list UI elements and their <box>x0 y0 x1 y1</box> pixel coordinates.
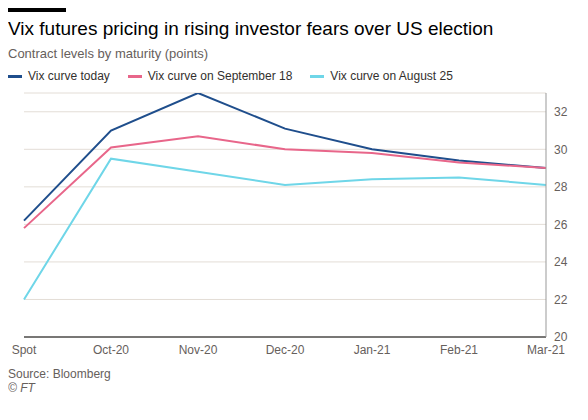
svg-text:26: 26 <box>554 218 568 232</box>
svg-text:30: 30 <box>554 143 568 157</box>
svg-text:20: 20 <box>554 330 568 344</box>
svg-text:Dec-20: Dec-20 <box>266 343 305 357</box>
svg-text:Oct-20: Oct-20 <box>93 343 129 357</box>
svg-text:32: 32 <box>554 105 568 119</box>
svg-text:Jan-21: Jan-21 <box>354 343 391 357</box>
svg-text:Nov-20: Nov-20 <box>179 343 218 357</box>
svg-text:24: 24 <box>554 255 568 269</box>
svg-text:Feb-21: Feb-21 <box>440 343 478 357</box>
html-text:Vix futures pricing in rising: Vix futures pricing in rising investor f… <box>8 18 494 39</box>
svg-text:Mar-21: Mar-21 <box>527 343 565 357</box>
svg-text:28: 28 <box>554 180 568 194</box>
html-text:Vix curve on September 18: Vix curve on September 18 <box>147 69 293 83</box>
html-text:© FT: © FT <box>8 381 35 395</box>
svg-text:Spot: Spot <box>12 343 37 357</box>
html-text:Vix curve on August 25: Vix curve on August 25 <box>330 69 453 83</box>
html-text:Vix curve today: Vix curve today <box>28 69 110 83</box>
svg-text:22: 22 <box>554 293 568 307</box>
html-text:Contract levels by maturity (p: Contract levels by maturity (points) <box>8 46 209 61</box>
html-text:Source: Bloomberg: Source: Bloomberg <box>8 367 111 381</box>
